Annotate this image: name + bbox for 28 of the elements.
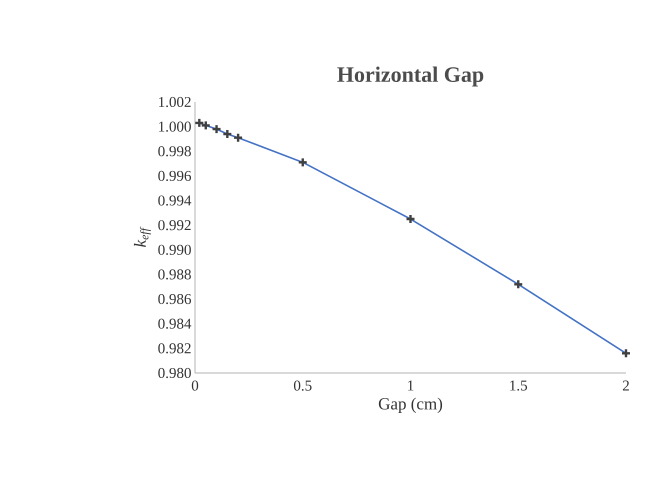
point xyxy=(405,214,416,224)
y-tick-label: 0.998 xyxy=(158,146,191,156)
y-tick-label: 0.982 xyxy=(158,343,191,354)
y-tick-label: 0.992 xyxy=(158,220,191,230)
point xyxy=(222,128,233,140)
y-tick-label: 1.002 xyxy=(159,96,191,108)
x-tick-label: 0.5 xyxy=(294,380,312,391)
chart-title: Horizontal Gap xyxy=(337,66,484,86)
line-series xyxy=(198,122,626,354)
x-tick-label: 0 xyxy=(192,380,198,391)
y-tick-label: 0.994 xyxy=(158,195,192,206)
y-tick-label: 0.990 xyxy=(158,244,191,255)
point xyxy=(620,348,632,358)
y-tick-label: 0.986 xyxy=(158,294,192,304)
y-tick-label: 0.996 xyxy=(158,170,192,181)
y-tick-label: 1.000 xyxy=(159,122,191,132)
y-tick-label: 0.980 xyxy=(158,368,191,378)
x-tick-label: 1.5 xyxy=(510,380,528,391)
point xyxy=(298,157,308,168)
y-axis-title: k$_{eff}$ xyxy=(134,226,151,247)
y-tick-label: 0.988 xyxy=(158,269,191,280)
point xyxy=(232,132,244,143)
x-tick-label: 2 xyxy=(622,380,629,390)
x-tick-label: 1 xyxy=(408,380,414,390)
y-tick-label: 0.984 xyxy=(158,318,192,329)
point xyxy=(211,124,222,134)
point xyxy=(513,279,524,290)
x-axis-title: Gap (cm) xyxy=(378,398,442,413)
